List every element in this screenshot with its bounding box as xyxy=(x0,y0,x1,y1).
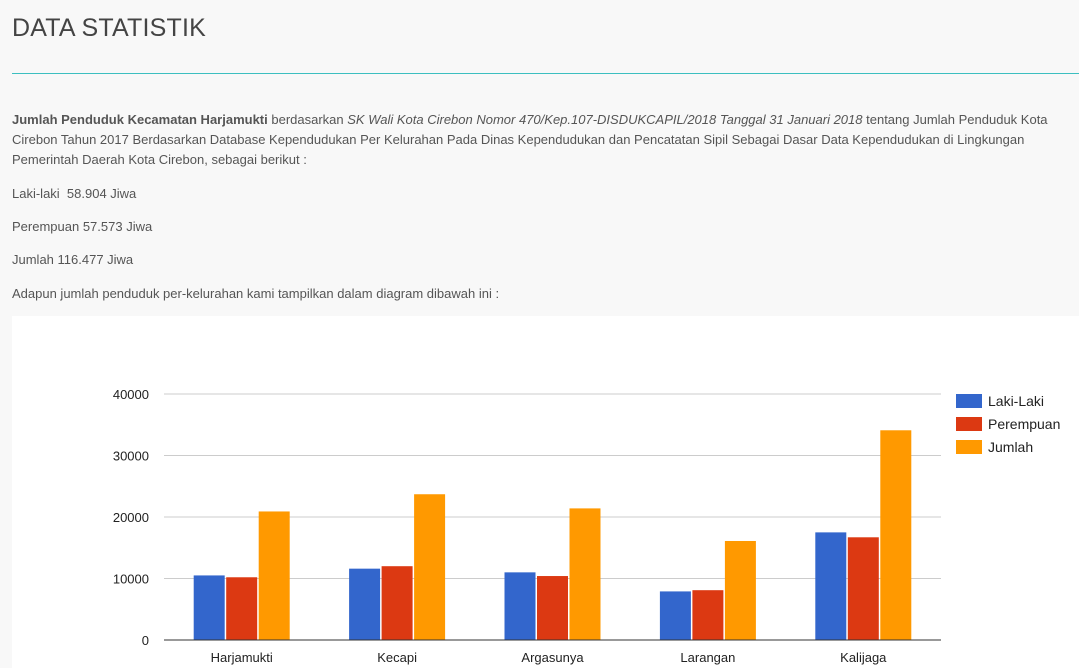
bar xyxy=(815,532,847,640)
bar xyxy=(414,494,446,640)
bar xyxy=(659,591,691,640)
bar xyxy=(226,577,258,640)
bar xyxy=(537,576,568,640)
bar xyxy=(504,572,536,640)
bar xyxy=(258,511,290,640)
page-title: DATA STATISTIK xyxy=(12,14,207,42)
stat-female: Perempuan 57.573 Jiwa xyxy=(12,219,153,234)
x-tick-label: Argasunya xyxy=(521,650,584,665)
bar xyxy=(193,575,225,640)
legend-swatch xyxy=(956,394,982,408)
chart-container: 0 10000 20000 30000 40000 Harjamukti Kecapi Arg… xyxy=(12,316,1079,668)
bar xyxy=(880,430,912,640)
legend-label: Jumlah xyxy=(988,439,1033,455)
legend-swatch xyxy=(956,440,982,454)
intro-reference: SK Wali Kota Cirebon Nomor 470/Kep.107-D… xyxy=(347,112,863,127)
y-tick-label: 20000 xyxy=(113,510,149,525)
intro-text-b: tentang Jumlah Penduduk Kota Cirebon Tah… xyxy=(12,112,1048,167)
x-tick-label: Larangan xyxy=(680,650,735,665)
chart-caption: Adapun jumlah penduduk per-kelurahan kam… xyxy=(12,286,500,301)
legend-label: Perempuan xyxy=(988,416,1060,432)
title-divider xyxy=(12,73,1079,74)
y-tick-label: 30000 xyxy=(113,449,149,464)
legend-label: Laki-Laki xyxy=(988,393,1044,409)
intro-text-a: berdasarkan xyxy=(267,112,348,127)
bar xyxy=(381,566,413,640)
bar xyxy=(692,590,724,640)
x-tick-label: Kecapi xyxy=(377,650,417,665)
stat-total: Jumlah 116.477 Jiwa xyxy=(12,252,134,267)
x-tick-label: Kalijaga xyxy=(840,650,887,665)
bar xyxy=(847,537,879,640)
intro-bold-lead: Jumlah Penduduk Kecamatan Harjamukti xyxy=(12,112,268,127)
y-tick-label: 0 xyxy=(142,633,149,648)
x-tick-label: Harjamukti xyxy=(211,650,273,665)
bar xyxy=(724,540,756,640)
legend-swatch xyxy=(956,417,982,431)
y-tick-label: 10000 xyxy=(113,572,149,587)
stat-male: Laki-laki 58.904 Jiwa xyxy=(12,186,137,201)
bar-chart: 0 10000 20000 30000 40000 Harjamukti Kecapi Arg… xyxy=(113,387,1061,665)
bar xyxy=(349,568,381,640)
y-tick-label: 40000 xyxy=(113,387,149,402)
bar xyxy=(569,508,601,640)
intro-paragraph: Jumlah Penduduk Kecamatan Harjamukti ber… xyxy=(12,110,1062,170)
